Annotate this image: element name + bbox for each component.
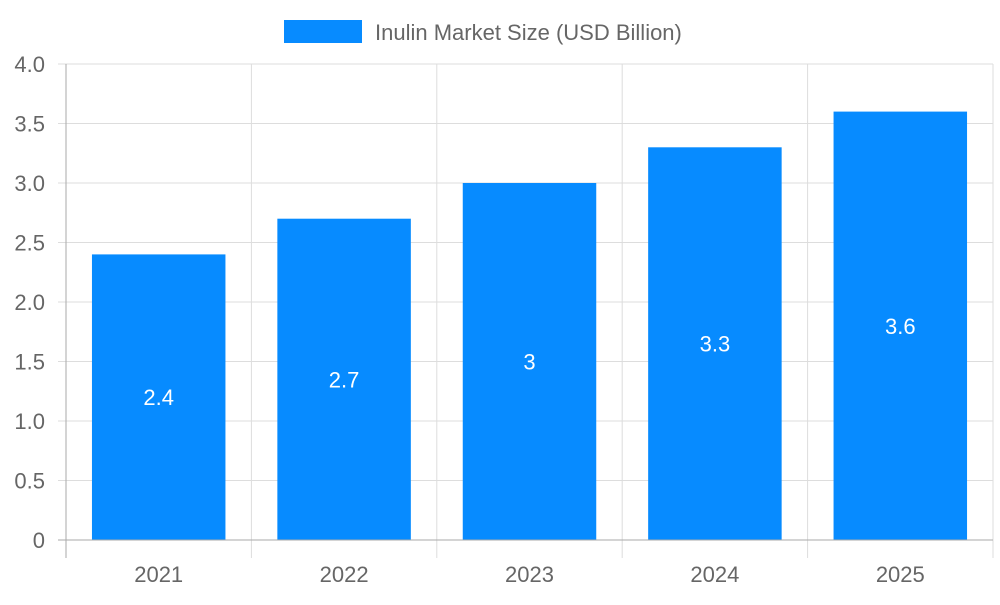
bar [277, 218, 411, 540]
data-label: 3.6 [885, 314, 916, 339]
data-label: 3.3 [700, 332, 731, 357]
axes: 0 0.5 1.0 1.5 2.0 2.5 3.0 3.5 4.0 2021 2022 2023 202… [14, 52, 993, 587]
y-tick-label: 3.0 [14, 171, 45, 196]
x-tick-label: 2022 [320, 562, 369, 587]
data-label: 2.4 [143, 385, 174, 410]
y-tick-label: 3.5 [14, 112, 45, 137]
bar [833, 111, 968, 540]
bar [648, 147, 782, 541]
y-tick-label: 0.5 [14, 469, 45, 494]
bar [91, 254, 226, 540]
y-tick-label: 4.0 [14, 52, 45, 77]
data-label: 3 [523, 350, 535, 375]
legend[interactable]: Inulin Market Size (USD Billion) [284, 20, 682, 45]
data-label: 2.7 [329, 367, 360, 392]
y-tick-label: 2.5 [14, 231, 45, 256]
legend-label: Inulin Market Size (USD Billion) [375, 20, 682, 45]
y-tick-label: 1.0 [14, 409, 45, 434]
bars: 2.4 2.7 3 3.3 3.6 [91, 111, 968, 541]
x-tick-label: 2025 [876, 562, 925, 587]
y-tick-label: 1.5 [14, 350, 45, 375]
bar [462, 183, 597, 540]
y-tick-label: 0 [33, 528, 45, 553]
x-tick-label: 2023 [505, 562, 554, 587]
x-tick-label: 2024 [690, 562, 739, 587]
legend-swatch [284, 20, 362, 43]
x-tick-label: 2021 [134, 562, 183, 587]
y-tick-label: 2.0 [14, 290, 45, 315]
